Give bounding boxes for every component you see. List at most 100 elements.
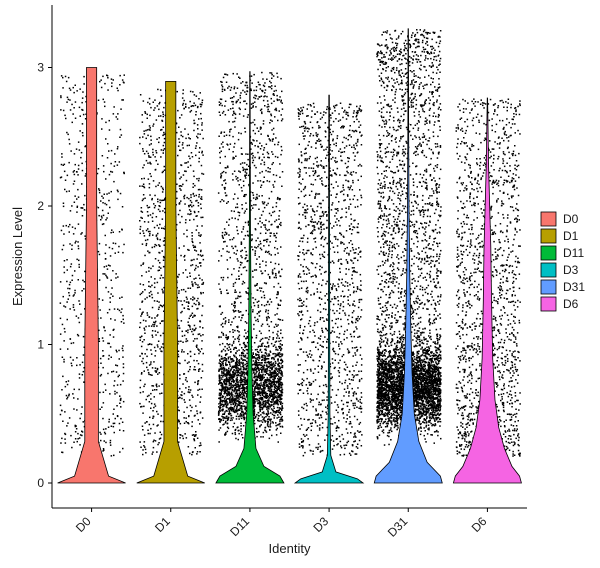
point — [159, 262, 161, 264]
point — [182, 437, 184, 440]
point — [268, 338, 270, 341]
point — [141, 352, 143, 355]
point — [72, 171, 75, 173]
point — [279, 346, 282, 348]
point — [71, 226, 74, 228]
point — [232, 426, 234, 428]
point — [159, 201, 162, 204]
point — [61, 409, 63, 412]
point — [262, 436, 264, 438]
point — [81, 406, 83, 408]
point — [218, 101, 221, 103]
point — [164, 198, 166, 200]
point — [233, 398, 236, 400]
point — [255, 354, 257, 357]
point — [223, 371, 225, 374]
point — [153, 203, 155, 205]
point — [188, 317, 190, 320]
point — [221, 384, 224, 386]
point — [265, 371, 267, 373]
point — [200, 196, 203, 198]
point — [354, 453, 356, 455]
point — [225, 81, 228, 83]
point — [220, 143, 223, 145]
point — [267, 380, 270, 382]
point — [122, 345, 124, 347]
point — [240, 422, 242, 424]
point — [221, 403, 224, 406]
point — [350, 240, 352, 242]
point — [202, 216, 204, 219]
point — [254, 361, 256, 364]
point — [155, 235, 158, 237]
point — [105, 265, 108, 267]
point — [259, 345, 262, 348]
point — [275, 353, 277, 355]
point — [244, 390, 246, 393]
point — [230, 86, 233, 89]
point — [102, 75, 104, 78]
point — [268, 317, 270, 319]
point — [279, 372, 281, 374]
point — [280, 355, 282, 358]
point — [259, 397, 262, 399]
point — [177, 213, 180, 216]
point — [113, 454, 115, 457]
point — [224, 114, 227, 116]
point — [224, 192, 227, 194]
point — [280, 101, 282, 103]
point — [190, 213, 192, 215]
point — [220, 384, 222, 387]
point — [232, 373, 234, 376]
point — [253, 406, 255, 409]
point — [274, 341, 277, 343]
point — [277, 377, 279, 380]
point — [108, 192, 110, 194]
point — [273, 410, 276, 413]
point — [231, 388, 233, 391]
point — [262, 394, 264, 397]
point — [353, 146, 355, 149]
point — [229, 365, 232, 367]
point — [176, 190, 178, 193]
point — [156, 451, 158, 453]
point — [99, 309, 101, 311]
point — [104, 252, 107, 255]
point — [60, 75, 63, 77]
point — [68, 138, 70, 141]
point — [220, 368, 222, 371]
point — [236, 374, 239, 377]
point — [268, 398, 270, 400]
point — [241, 390, 244, 392]
point — [116, 415, 119, 417]
point — [246, 373, 248, 375]
point — [253, 389, 256, 391]
point — [106, 157, 109, 159]
point — [265, 169, 267, 172]
point — [244, 108, 247, 110]
point — [224, 391, 227, 394]
point — [266, 408, 268, 411]
point — [187, 422, 190, 425]
point — [281, 388, 283, 390]
point — [70, 362, 73, 365]
point — [221, 104, 223, 107]
point — [105, 178, 107, 180]
point — [360, 309, 363, 311]
point — [201, 283, 203, 285]
point — [73, 294, 75, 296]
point — [277, 363, 279, 366]
point — [118, 358, 120, 360]
point — [268, 369, 270, 372]
point — [196, 135, 198, 138]
point — [75, 240, 77, 243]
point — [187, 308, 189, 310]
point — [119, 451, 121, 453]
point — [76, 440, 78, 443]
point — [111, 247, 114, 250]
point — [152, 423, 155, 426]
point — [74, 289, 76, 292]
point — [240, 250, 242, 253]
point — [240, 92, 242, 94]
point — [181, 97, 184, 99]
